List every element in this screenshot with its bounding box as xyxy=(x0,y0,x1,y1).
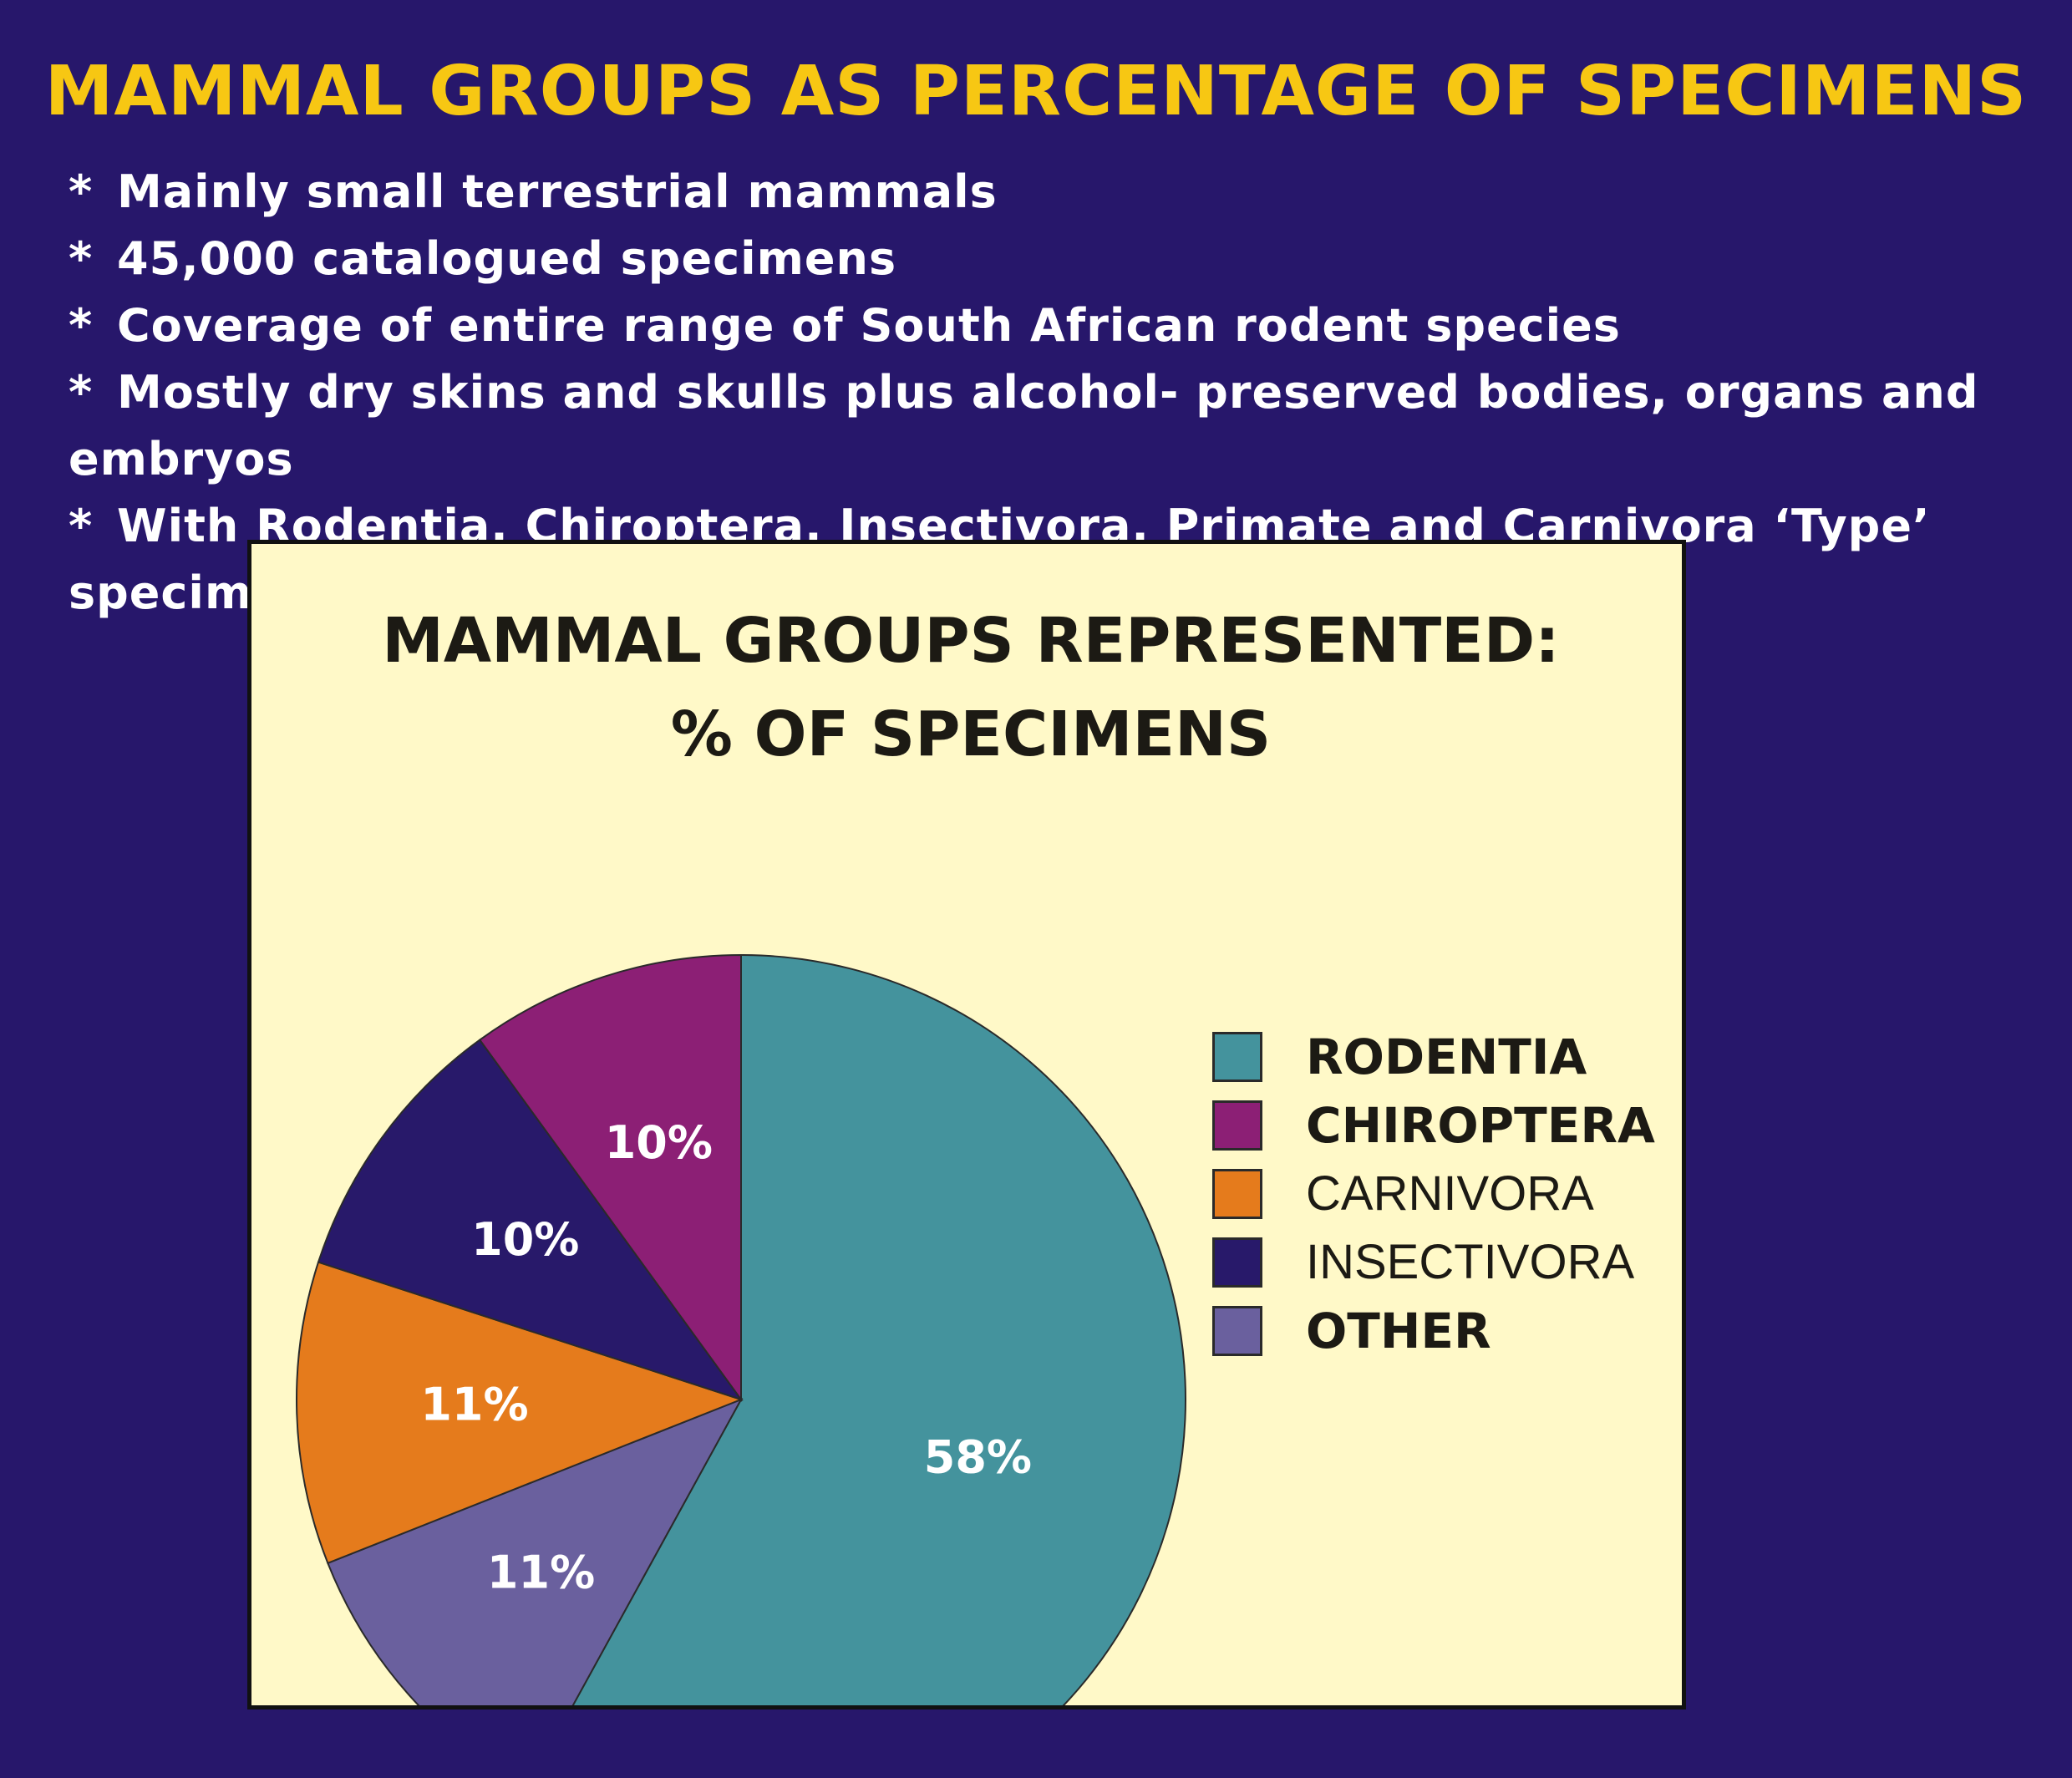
legend-swatch xyxy=(1212,1306,1262,1356)
chart-panel: MAMMAL GROUPS REPRESENTED: % OF SPECIMEN… xyxy=(247,540,1686,1709)
legend-swatch xyxy=(1212,1169,1262,1219)
pie-chart: 58% 11% 11% 10% 10% xyxy=(296,953,1186,1705)
bullet-star-icon: * xyxy=(69,366,94,419)
pie-slice-other xyxy=(327,1398,744,1705)
list-item-text: Mainly small terrestrial mammals xyxy=(117,165,998,218)
legend-label: CHIROPTERA xyxy=(1306,1097,1655,1154)
list-item: * Coverage of entire range of South Afric… xyxy=(69,292,2072,359)
list-item: * Mostly dry skins and skulls plus alcoho… xyxy=(69,359,2072,493)
data-label-insectivora: 10% xyxy=(471,1213,579,1266)
data-label-rodentia: 58% xyxy=(924,1430,1032,1483)
legend-label: RODENTIA xyxy=(1306,1029,1587,1085)
legend-label: INSECTIVORA xyxy=(1306,1235,1635,1289)
list-item-text: Coverage of entire range of South Africa… xyxy=(117,299,1621,352)
bullet-star-icon: * xyxy=(69,500,94,552)
bullet-star-icon: * xyxy=(69,232,94,285)
list-item-text: Mostly dry skins and skulls plus alcohol… xyxy=(69,366,1979,485)
pie-slice-insectivora xyxy=(317,1039,744,1401)
chart-title-line-1: MAMMAL GROUPS REPRESENTED: xyxy=(382,605,1560,677)
legend-label: CARNIVORA xyxy=(1306,1166,1594,1221)
pie-slice-carnivora xyxy=(296,1261,744,1565)
data-label-other: 11% xyxy=(487,1547,595,1599)
data-label-chiroptera: 10% xyxy=(605,1116,713,1169)
legend-swatch xyxy=(1212,1237,1262,1288)
list-item-text: 45,000 catalogued specimens xyxy=(117,232,897,285)
bullet-star-icon: * xyxy=(69,165,94,218)
legend-label: OTHER xyxy=(1306,1303,1491,1359)
chart-title: MAMMAL GROUPS REPRESENTED: % OF SPECIMEN… xyxy=(251,594,1690,781)
legend-swatch xyxy=(1212,1032,1262,1082)
chart-title-line-2: % OF SPECIMENS xyxy=(670,698,1272,770)
pie-slice-chiroptera xyxy=(478,953,742,1403)
bullet-star-icon: * xyxy=(69,299,94,352)
list-item: * Mainly small terrestrial mammals xyxy=(69,159,2072,226)
feature-list: * Mainly small terrestrial mammals * 45,00… xyxy=(69,159,2072,627)
page-title: MAMMAL GROUPS AS PERCENTAGE OF SPECIMENS xyxy=(44,52,2028,131)
data-label-carnivora: 11% xyxy=(420,1379,528,1431)
pie-slice-rodentia xyxy=(571,953,1186,1705)
list-item: * 45,000 catalogued specimens xyxy=(69,226,2072,292)
legend-swatch xyxy=(1212,1100,1262,1151)
